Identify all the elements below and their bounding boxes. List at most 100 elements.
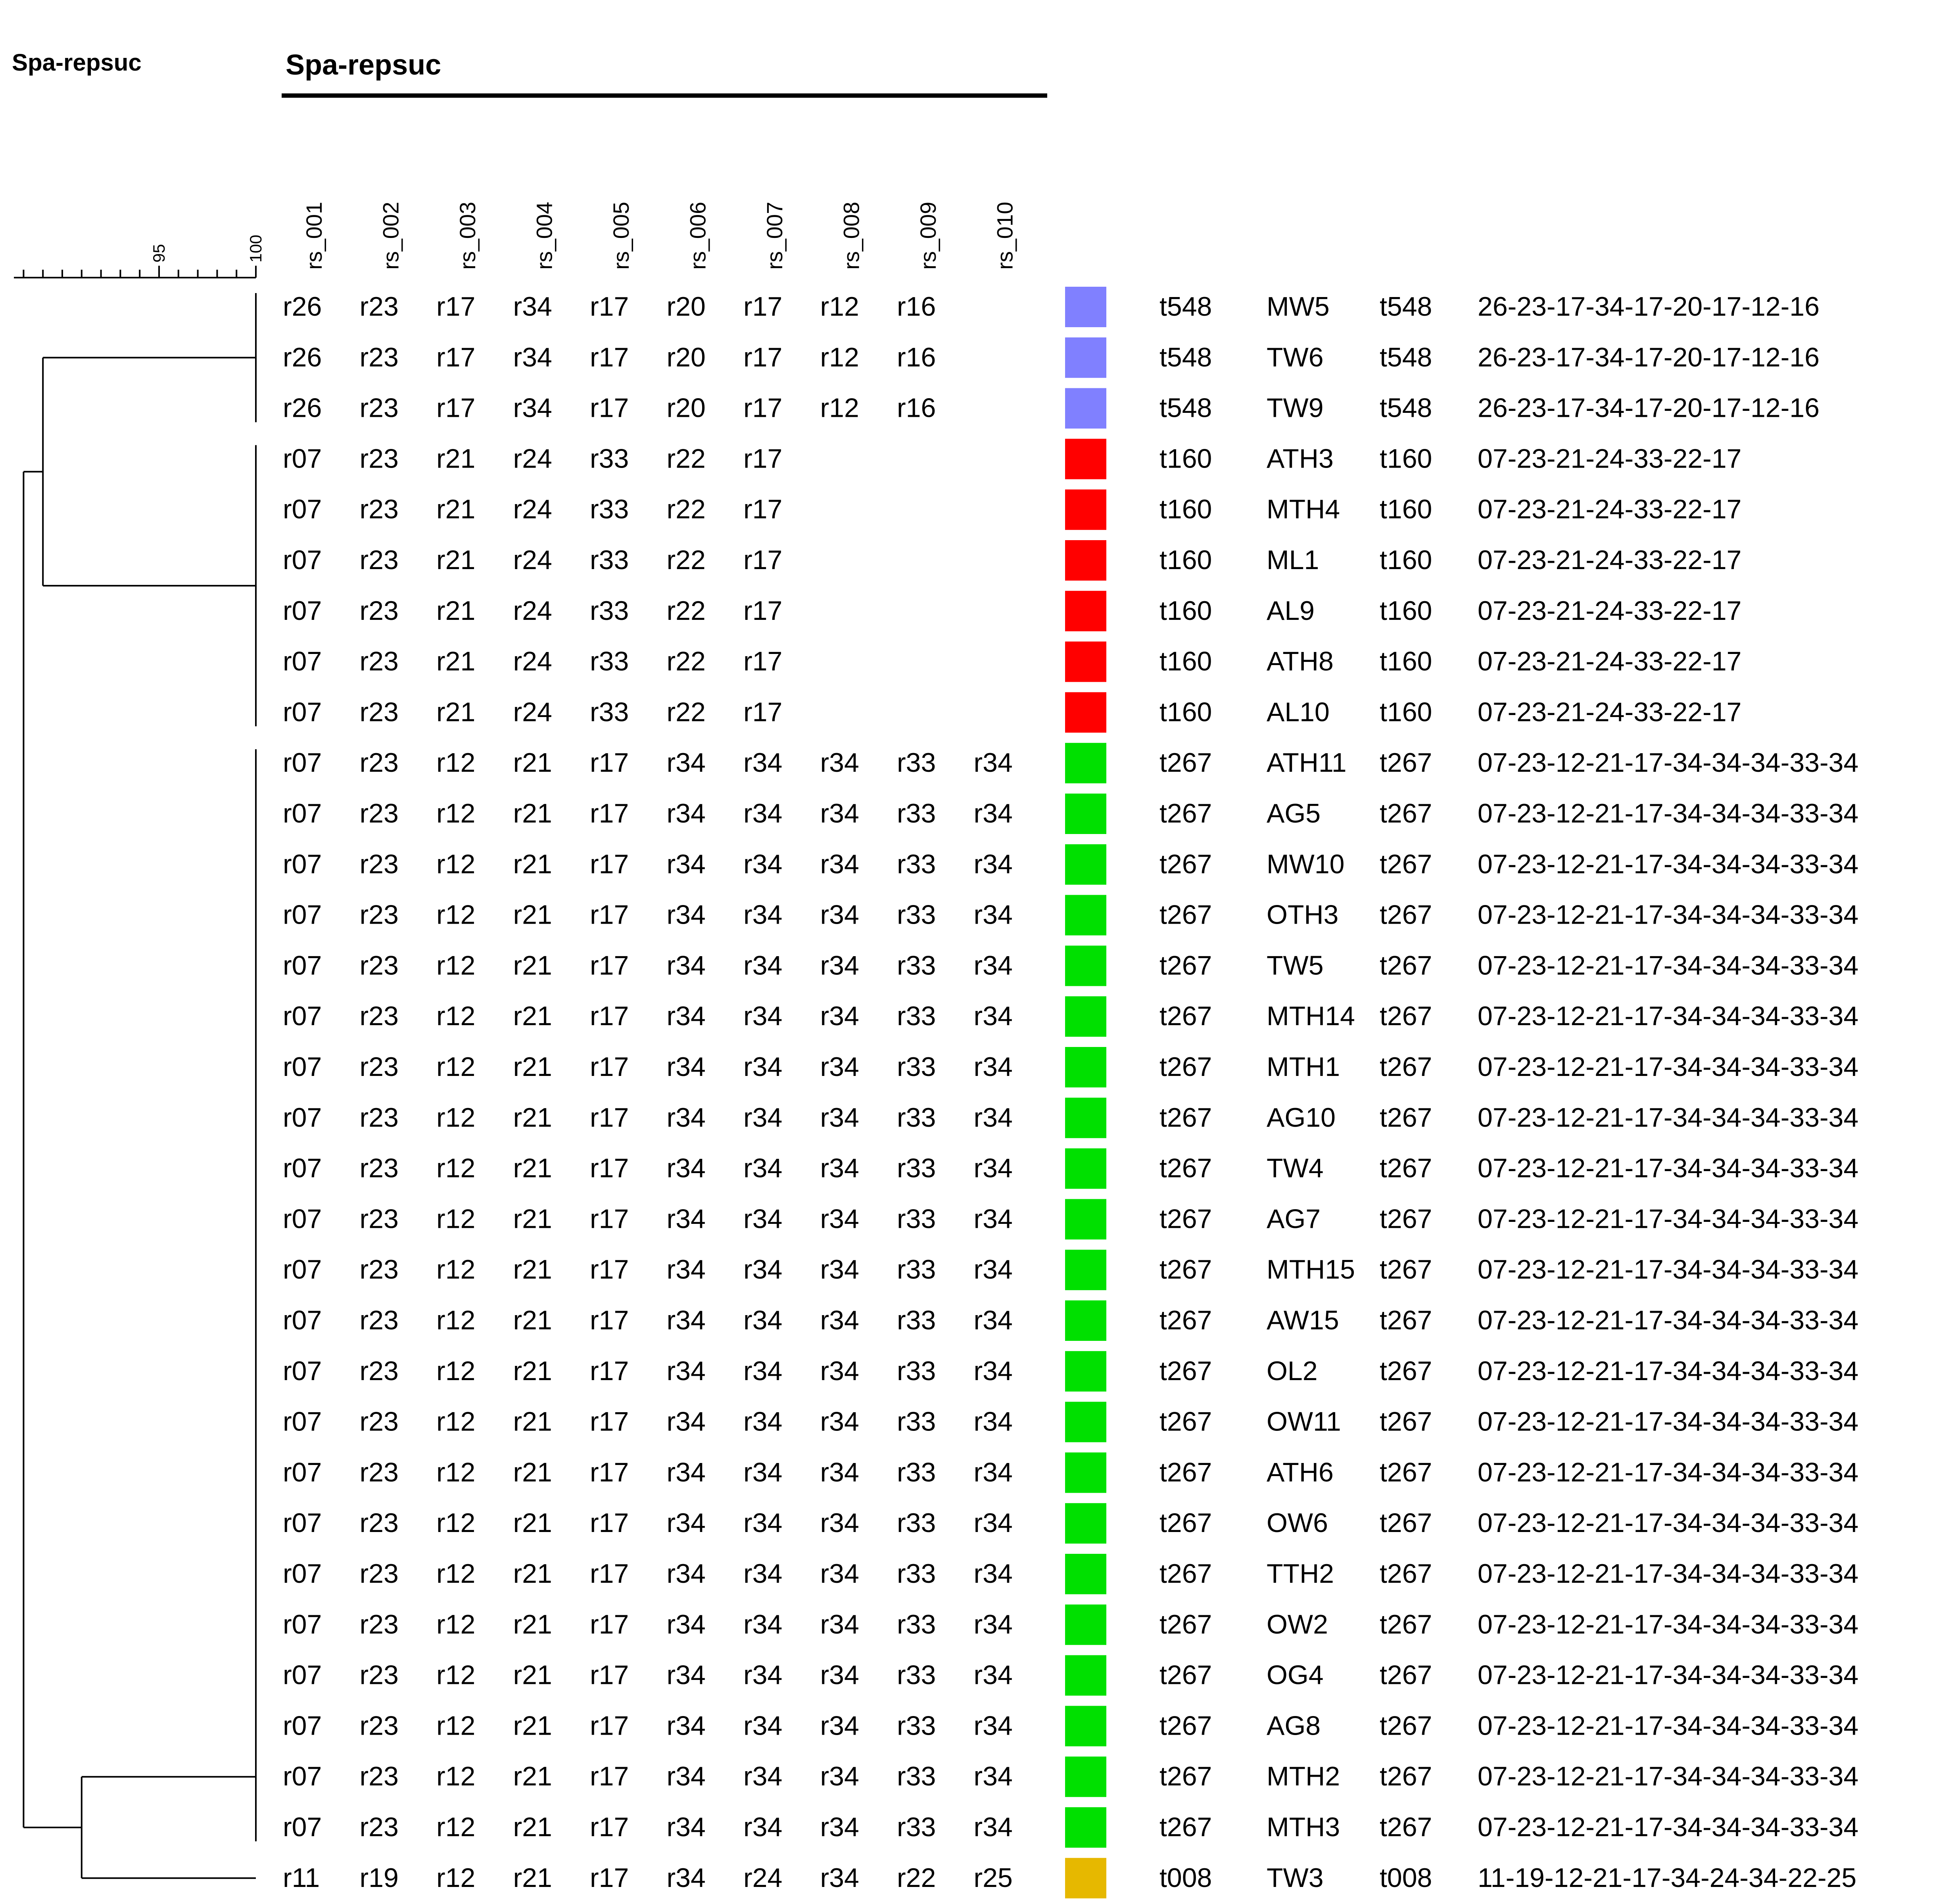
spa-type-label-2: t160 [1380, 596, 1432, 626]
repeat-cell: r23 [360, 1761, 399, 1791]
repeat-cell: r12 [436, 849, 475, 879]
repeat-cell: r33 [897, 950, 936, 980]
repeat-code: 26-23-17-34-17-20-17-12-16 [1478, 291, 1820, 322]
repeat-cell: r34 [743, 1052, 782, 1082]
repeat-cell: r22 [667, 494, 706, 524]
repeat-cell: r34 [974, 900, 1013, 930]
spa-type-swatch [1065, 1148, 1106, 1189]
repeat-code: 07-23-12-21-17-34-34-34-33-34 [1478, 1710, 1858, 1741]
repeat-cell: r21 [513, 1204, 552, 1234]
spa-type-swatch [1065, 337, 1106, 378]
repeat-cell: r34 [667, 849, 706, 879]
repeat-cell: r34 [974, 1052, 1013, 1082]
repeat-cell: r21 [513, 748, 552, 778]
repeat-cell: r34 [667, 1356, 706, 1386]
repeat-cell: r34 [974, 1204, 1013, 1234]
repeat-cell: r34 [743, 1103, 782, 1133]
repeat-code: 07-23-12-21-17-34-34-34-33-34 [1478, 1052, 1858, 1082]
repeat-cell: r23 [360, 1559, 399, 1589]
repeat-cell: r07 [283, 798, 322, 828]
spa-type-label: t548 [1159, 342, 1212, 372]
repeat-cell: r34 [820, 1863, 859, 1893]
spa-type-swatch [1065, 1706, 1106, 1747]
repeat-cell: r33 [897, 1660, 936, 1690]
spa-type-label-2: t267 [1380, 1761, 1432, 1791]
spa-type-label: t267 [1159, 1508, 1212, 1538]
repeat-cell: r34 [667, 1254, 706, 1285]
repeat-cell: r07 [283, 1153, 322, 1183]
repeat-code: 07-23-12-21-17-34-34-34-33-34 [1478, 1660, 1858, 1690]
strain-row: r11 r19 r12 r21 r17 r34 r24 r34 r22 r25 t008 TW3 t00… [283, 1858, 1856, 1898]
repeat-cell: r34 [743, 1457, 782, 1487]
repeat-code: 07-23-12-21-17-34-34-34-33-34 [1478, 1153, 1858, 1183]
spa-type-swatch [1065, 489, 1106, 530]
spa-type-label: t267 [1159, 900, 1212, 930]
repeat-cell: r34 [513, 291, 552, 322]
spa-type-swatch [1065, 1351, 1106, 1392]
repeat-cell: r23 [360, 596, 399, 626]
spa-type-label: t267 [1159, 1457, 1212, 1487]
repeat-cell: r17 [743, 697, 782, 727]
repeat-cell: r34 [820, 1305, 859, 1335]
strain-label: AL9 [1267, 596, 1315, 626]
strain-row: r07 r23 r12 r21 r17 r34 r34 r34 r33 r34 t267 AG8 t26… [283, 1706, 1858, 1747]
spa-type-label: t160 [1159, 443, 1212, 474]
repeat-cell: r33 [897, 1052, 936, 1082]
spa-type-swatch [1065, 1402, 1106, 1442]
repeat-cell: r17 [743, 291, 782, 322]
repeat-cell: r34 [974, 1103, 1013, 1133]
spa-type-label: t267 [1159, 1153, 1212, 1183]
strain-row: r07 r23 r12 r21 r17 r34 r34 r34 r33 r34 t267 OL2 t26… [283, 1351, 1858, 1392]
repeat-cell: r17 [590, 1052, 629, 1082]
repeat-code: 07-23-12-21-17-34-34-34-33-34 [1478, 1812, 1858, 1842]
strain-row: r07 r23 r21 r24 r33 r22 r17 t160 ML1 t160 07-23-21… [283, 540, 1741, 581]
repeat-cell: r12 [436, 1863, 475, 1893]
repeat-cell: r34 [820, 849, 859, 879]
column-header: rs_004 [532, 202, 557, 270]
repeat-cell: r07 [283, 1356, 322, 1386]
spa-type-swatch [1065, 1807, 1106, 1848]
repeat-cell: r34 [743, 1761, 782, 1791]
repeat-cell: r34 [743, 849, 782, 879]
similarity-scale: 95 100 [14, 235, 265, 278]
repeat-cell: r34 [743, 1356, 782, 1386]
spa-type-label-2: t267 [1380, 1305, 1432, 1335]
repeat-cell: r21 [513, 1761, 552, 1791]
repeat-code: 07-23-12-21-17-34-34-34-33-34 [1478, 1204, 1858, 1234]
repeat-cell: r26 [283, 291, 322, 322]
repeat-code: 07-23-21-24-33-22-17 [1478, 494, 1741, 524]
repeat-cell: r23 [360, 443, 399, 474]
repeat-code: 07-23-12-21-17-34-34-34-33-34 [1478, 1407, 1858, 1437]
repeat-cell: r07 [283, 1761, 322, 1791]
repeat-cell: r24 [743, 1863, 782, 1893]
spa-type-label-2: t267 [1380, 1356, 1432, 1386]
spa-type-label: t267 [1159, 1052, 1212, 1082]
spa-type-label-2: t267 [1380, 1710, 1432, 1741]
repeat-code: 07-23-12-21-17-34-34-34-33-34 [1478, 1609, 1858, 1639]
repeat-cell: r34 [513, 342, 552, 372]
strain-row: r07 r23 r12 r21 r17 r34 r34 r34 r33 r34 t267 AG7 t26… [283, 1199, 1858, 1240]
strain-label: AG10 [1267, 1103, 1336, 1133]
repeat-code: 07-23-12-21-17-34-34-34-33-34 [1478, 1001, 1858, 1031]
repeat-cell: r21 [513, 1052, 552, 1082]
strain-row: r07 r23 r12 r21 r17 r34 r34 r34 r33 r34 t267 OW11 t2… [283, 1402, 1858, 1442]
repeat-cell: r33 [590, 494, 629, 524]
repeat-code: 07-23-12-21-17-34-34-34-33-34 [1478, 900, 1858, 930]
strain-row: r07 r23 r12 r21 r17 r34 r34 r34 r33 r34 t267 AG10 t2… [283, 1097, 1858, 1138]
repeat-cell: r34 [667, 1508, 706, 1538]
repeat-cell: r34 [667, 1660, 706, 1690]
repeat-cell: r33 [897, 798, 936, 828]
repeat-cell: r33 [897, 1153, 936, 1183]
repeat-cell: r07 [283, 1001, 322, 1031]
repeat-cell: r17 [590, 1001, 629, 1031]
repeat-cell: r34 [743, 1660, 782, 1690]
spa-type-swatch [1065, 1199, 1106, 1240]
strain-row: r07 r23 r12 r21 r17 r34 r34 r34 r33 r34 t267 MTH14 t… [283, 996, 1858, 1037]
strain-label: OW2 [1267, 1609, 1328, 1639]
strain-row: r26 r23 r17 r34 r17 r20 r17 r12 r16 t548 TW6 t548 26… [283, 337, 1820, 378]
strain-label: ML1 [1267, 545, 1319, 575]
spa-type-label: t267 [1159, 798, 1212, 828]
repeat-cell: r34 [743, 1305, 782, 1335]
repeat-cell: r12 [436, 1407, 475, 1437]
repeat-cell: r24 [513, 545, 552, 575]
